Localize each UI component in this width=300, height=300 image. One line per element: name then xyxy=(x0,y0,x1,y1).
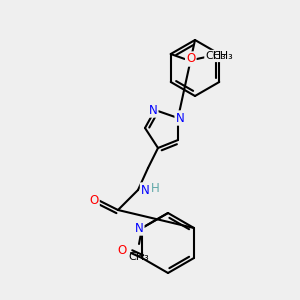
Text: O: O xyxy=(117,244,127,256)
Text: N: N xyxy=(176,112,184,124)
Text: N: N xyxy=(135,221,143,235)
Text: O: O xyxy=(89,194,99,206)
Text: CH₃: CH₃ xyxy=(129,252,149,262)
Text: H: H xyxy=(151,182,160,196)
Text: CH₃: CH₃ xyxy=(213,51,233,61)
Text: N: N xyxy=(141,184,150,196)
Text: CH₃: CH₃ xyxy=(206,51,226,61)
Text: O: O xyxy=(186,52,195,65)
Text: N: N xyxy=(148,103,158,116)
